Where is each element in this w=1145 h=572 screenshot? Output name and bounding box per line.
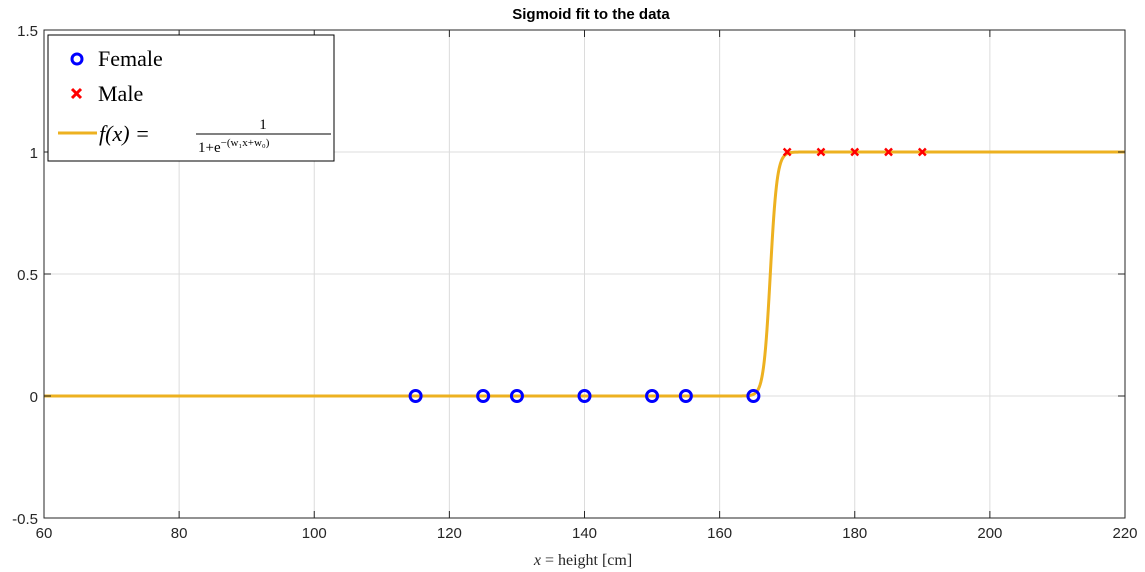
female-point bbox=[476, 389, 491, 403]
female-point bbox=[509, 389, 524, 403]
male-point bbox=[917, 147, 927, 157]
male-point bbox=[884, 147, 893, 157]
sigmoid-curve bbox=[44, 150, 1125, 398]
legend: Female Male f(x) = 1 1+e−(w₁x+w₀) bbox=[47, 34, 335, 162]
plot-frame bbox=[43, 29, 1126, 519]
x-tick-label: 120 bbox=[437, 525, 462, 542]
male-point bbox=[816, 147, 826, 157]
x-tick-label: 200 bbox=[977, 525, 1002, 542]
x-tick-label: 220 bbox=[1112, 525, 1137, 542]
x-tick-label: 60 bbox=[36, 525, 53, 542]
female-point bbox=[746, 389, 761, 403]
legend-female-label: Female bbox=[98, 46, 163, 71]
male-point bbox=[782, 147, 792, 157]
legend-formula-denominator-base: 1+e bbox=[198, 140, 221, 156]
legend-female-marker bbox=[70, 52, 84, 66]
y-tick-label: 0 bbox=[30, 389, 38, 406]
female-point bbox=[408, 389, 423, 403]
chart-title: Sigmoid fit to the data bbox=[512, 6, 670, 23]
y-tick-label: 0.5 bbox=[17, 267, 38, 284]
legend-box bbox=[47, 34, 335, 162]
x-axis-label-rest: = height [cm] bbox=[541, 552, 632, 569]
y-tick-label: 1.5 bbox=[17, 23, 38, 40]
x-tick-label: 100 bbox=[302, 525, 327, 542]
tick-labels: 60 80 100 120 140 160 180 200 220 -0.5 0 0.5 1 1.5 bbox=[12, 23, 1137, 542]
x-tick-label: 80 bbox=[171, 525, 188, 542]
y-tick-label: -0.5 bbox=[12, 511, 38, 528]
x-tick-label: 180 bbox=[842, 525, 867, 542]
legend-formula-lhs: f(x) = bbox=[99, 121, 150, 146]
legend-formula-numerator: 1 bbox=[259, 117, 267, 133]
sigmoid-curve-layer bbox=[44, 150, 1125, 398]
legend-formula-denominator: 1+e−(w₁x+w₀) bbox=[198, 137, 270, 156]
axes bbox=[43, 29, 1126, 519]
female-point bbox=[645, 389, 660, 403]
x-tick-label: 140 bbox=[572, 525, 597, 542]
legend-male-label: Male bbox=[98, 81, 143, 106]
data-points bbox=[408, 147, 927, 403]
y-tick-label: 1 bbox=[30, 145, 38, 162]
x-axis-label-var: x bbox=[533, 552, 541, 569]
legend-formula-exponent: −(w₁x+w₀) bbox=[221, 137, 270, 149]
x-axis-label: x = height [cm] bbox=[533, 552, 632, 569]
x-tick-label: 160 bbox=[707, 525, 732, 542]
female-point bbox=[577, 389, 592, 403]
male-point bbox=[850, 147, 860, 157]
female-point bbox=[678, 389, 693, 403]
legend-male-marker bbox=[70, 87, 83, 100]
